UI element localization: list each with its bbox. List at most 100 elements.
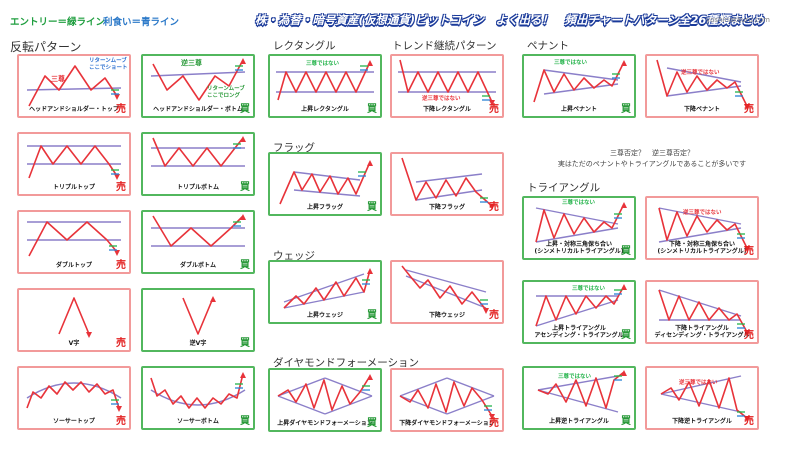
- pattern-chart-hs-bottom: [150, 58, 246, 101]
- sell-mark: 売: [116, 416, 126, 427]
- pattern-caption: 上昇・対称三角保ち合い (シンメトリカルトライアングル): [534, 241, 624, 255]
- pattern-annotation: 逆三尊ではない: [679, 380, 718, 386]
- pattern-card-rev-asc: 上昇逆トライアングル 買 三尊ではない: [522, 366, 636, 430]
- sell-mark: 売: [116, 182, 126, 193]
- pattern-annotation: 三尊ではない: [558, 374, 592, 380]
- buy-mark: 買: [240, 338, 250, 349]
- pattern-caption: ソーサーボトム: [177, 418, 219, 425]
- pattern-caption: 下降レクタングル: [423, 106, 471, 113]
- pattern-annotation: リターンムーブ ここでショート: [89, 58, 128, 71]
- pattern-caption: 下降・対称三角保ち合い (シンメトリカルトライアングル): [657, 241, 747, 255]
- pattern-annotation: 逆三尊ではない: [681, 70, 720, 76]
- legend-entry: エントリー＝緑ライン: [10, 17, 106, 28]
- pattern-chart-flag-down: [401, 157, 495, 210]
- buy-mark: 買: [367, 202, 377, 213]
- sell-mark: 売: [116, 338, 126, 349]
- pattern-caption: 上昇逆トライアングル: [549, 418, 609, 425]
- section-rectangle: レクタングル: [273, 40, 336, 52]
- pattern-caption: ダブルトップ: [55, 262, 92, 269]
- note-question: 三尊否定？ 逆三尊否定？ 実はただのペナントやトライアングルであることが多いです: [557, 149, 747, 168]
- sell-mark: 売: [744, 104, 754, 115]
- pattern-card-pennant-up: 上昇ペナント 買 三尊ではない: [522, 54, 636, 118]
- pattern-caption: 下降フラッグ: [428, 204, 465, 211]
- pattern-chart-saucer-bottom: [150, 372, 246, 409]
- pattern-chart-sym-up: [535, 202, 627, 243]
- pattern-chart-wedge-down: [401, 265, 489, 314]
- pattern-card-wedge-down: 下降ウェッジ 売: [390, 260, 504, 324]
- section-pennant: ペナント: [527, 40, 569, 52]
- pattern-annotation: 三尊ではない: [562, 200, 596, 206]
- pattern-caption: 下降ペナント: [683, 106, 720, 113]
- pattern-card-triple-bottom: トリプルボトム 買: [141, 132, 255, 196]
- pattern-card-flag-up: 上昇フラッグ 買: [268, 152, 382, 216]
- pattern-card-triple-top: トリプルトップ 売: [17, 132, 131, 196]
- pattern-chart-diamond-up: [277, 374, 373, 415]
- pattern-chart-rev-desc: [660, 375, 750, 422]
- sell-mark: 売: [489, 202, 499, 213]
- pattern-caption: 下降トライアングル ディセンディング・トライアングル: [654, 325, 750, 339]
- pattern-card-double-bottom: ダブルボトム 買: [141, 210, 255, 274]
- pattern-caption: 上昇ダイヤモンドフォーメーション: [277, 420, 373, 427]
- sell-mark: 売: [489, 418, 499, 429]
- pattern-card-sym-up: 上昇・対称三角保ち合い (シンメトリカルトライアングル) 買 三尊ではない: [522, 196, 636, 260]
- buy-mark: 買: [621, 416, 631, 427]
- pattern-card-sym-down: 下降・対称三角保ち合い (シンメトリカルトライアングル) 売 逆三尊ではない: [645, 196, 759, 260]
- pattern-card-rev-desc: 下降逆トライアングル 売 逆三尊ではない: [645, 366, 759, 430]
- pattern-card-v-top: V字 売: [17, 288, 131, 352]
- section-reversal: 反転パターン: [10, 40, 82, 54]
- section-flag: フラッグ: [273, 142, 315, 154]
- buy-mark: 買: [240, 416, 250, 427]
- pattern-chart-v-bottom: [182, 296, 216, 335]
- pattern-annotation: 逆三尊ではない: [422, 96, 461, 102]
- pattern-annotation: 三尊: [51, 75, 65, 83]
- sell-mark: 売: [744, 246, 754, 257]
- pattern-annotation: 三尊ではない: [306, 61, 340, 67]
- pattern-chart-double-bottom: [151, 214, 246, 247]
- pattern-chart-rect-up: [276, 60, 374, 101]
- pattern-annotation: リターンムーブ ここでロング: [207, 86, 245, 99]
- pattern-caption: 逆V字: [189, 340, 207, 347]
- pattern-chart-sym-down: [658, 207, 750, 252]
- pattern-card-flag-down: 下降フラッグ 売: [390, 152, 504, 216]
- pattern-chart-wedge-up: [283, 268, 373, 309]
- header: エントリー＝緑ライン 利食い＝青ライン 株・為替・暗号資産(仮想通貨)ビットコイ…: [0, 6, 800, 36]
- legend-take-profit: 利食い＝青ライン: [103, 17, 180, 28]
- pattern-chart-pennant-down: [656, 59, 750, 110]
- pattern-caption: 上昇レクタングル: [301, 106, 349, 113]
- pattern-chart-hs-top: [26, 65, 122, 107]
- site-name: yoshinakkuru.com: [706, 16, 770, 24]
- sell-mark: 売: [116, 260, 126, 271]
- pattern-caption: 上昇ペナント: [560, 106, 597, 113]
- pattern-card-asc: 上昇トライアングル アセンディング・トライアングル買 三尊ではない: [522, 280, 636, 344]
- sell-mark: 売: [116, 104, 126, 115]
- pattern-chart-double-top: [27, 221, 121, 257]
- page-title: 株・為替・暗号資産(仮想通貨)ビットコイン よく出る！ 頻出チャートパターン全2…: [255, 13, 764, 27]
- pattern-card-wedge-up: 上昇ウェッジ 買: [268, 260, 382, 324]
- pattern-card-desc: 下降トライアングル ディセンディング・トライアングル売: [645, 280, 759, 344]
- section-trend-continuation: トレンド継続パターン: [392, 40, 497, 52]
- pattern-chart-rev-asc: [537, 370, 627, 413]
- sell-mark: 売: [744, 330, 754, 341]
- pattern-card-hs-top: ヘッドアンドショルダー・トップ売 三尊 リターンムーブ ここでショート: [17, 54, 131, 118]
- sell-mark: 売: [744, 416, 754, 427]
- pattern-chart-pennant-up: [533, 60, 627, 103]
- buy-mark: 買: [240, 104, 250, 115]
- pattern-caption: ソーサートップ: [53, 418, 95, 425]
- pattern-annotation: 三尊ではない: [572, 286, 606, 292]
- pattern-card-hs-bottom: ヘッドアンドショルダー・ボトム買 逆三尊 リターンムーブ ここでロング: [141, 54, 255, 118]
- pattern-card-double-top: ダブルトップ 売: [17, 210, 131, 274]
- pattern-chart-v-top: [58, 297, 92, 338]
- pattern-caption: 上昇ウェッジ: [306, 312, 343, 319]
- sell-mark: 売: [489, 310, 499, 321]
- pattern-caption: 下降ダイヤモンドフォーメーション: [399, 420, 495, 427]
- buy-mark: 買: [621, 104, 631, 115]
- buy-mark: 買: [621, 246, 631, 257]
- pattern-card-pennant-down: 下降ペナント 売 逆三尊ではない: [645, 54, 759, 118]
- section-triangle: トライアングル: [527, 182, 601, 194]
- section-wedge: ウェッジ: [273, 250, 315, 262]
- pattern-card-v-bottom: 逆V字 買: [141, 288, 255, 352]
- pattern-chart-asc: [535, 284, 627, 327]
- pattern-annotation: 逆三尊ではない: [683, 210, 722, 216]
- pattern-annotation: 逆三尊: [181, 59, 202, 67]
- pattern-chart-rect-down: [398, 59, 496, 106]
